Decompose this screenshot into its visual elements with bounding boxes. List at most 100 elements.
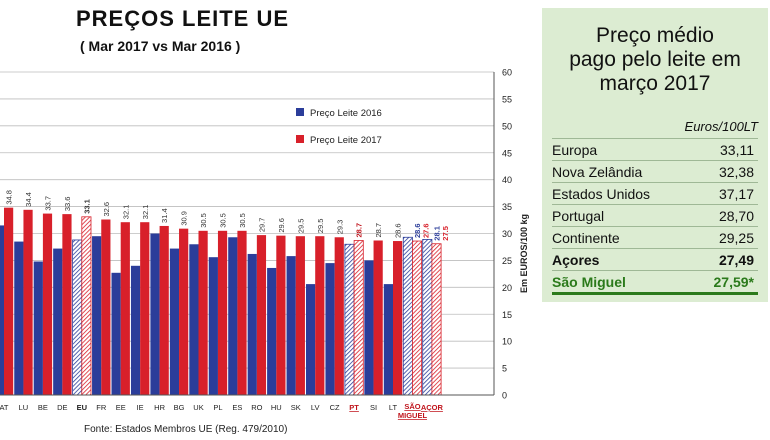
bar-2017 <box>140 222 150 395</box>
legend-swatch <box>296 108 304 116</box>
table-row: Nova Zelândia 32,38 <box>552 160 758 183</box>
chart-title: PREÇOS LEITE UE <box>76 6 290 31</box>
bar-2017 <box>159 225 169 395</box>
x-tick-label: PL <box>213 403 222 412</box>
y-tick-label: 20 <box>502 283 512 293</box>
legend-label: Preço Leite 2016 <box>310 108 382 119</box>
bar-value-label: 29.7 <box>257 218 266 233</box>
y-tick-label: 15 <box>502 310 512 320</box>
row-label: Estados Unidos <box>552 182 694 205</box>
bar-value-label: 30.5 <box>238 213 247 228</box>
bar-2016 <box>306 284 316 395</box>
bar-value-label: 30.5 <box>199 213 208 228</box>
x-tick-label: RO <box>251 403 262 412</box>
bar-value-label: 34.8 <box>5 190 14 205</box>
bar-2017 <box>295 236 305 395</box>
row-label: Açores <box>552 248 694 271</box>
bar-2017 <box>334 237 344 395</box>
bar-2016 <box>33 261 43 395</box>
bar-2016 <box>267 267 277 395</box>
bar-2016 <box>383 284 393 395</box>
row-value: 33,11 <box>693 138 758 161</box>
x-tick-label: AT <box>0 403 9 412</box>
bar-2017 <box>81 216 92 396</box>
bar-2017 <box>4 207 14 395</box>
bar-extra-label: 27.6 <box>422 223 431 238</box>
bar-2016 <box>228 237 238 395</box>
row-value: 28,70 <box>693 204 758 227</box>
table-row: Açores 27,49 <box>552 248 758 271</box>
y-tick-label: 10 <box>502 337 512 347</box>
panel-title-line: pago pelo leite em <box>569 48 741 71</box>
row-label: Europa <box>552 138 694 161</box>
x-tick-label: IE <box>137 403 144 412</box>
bar-value-label: 33.6 <box>63 197 72 212</box>
bar-2017 <box>353 240 364 396</box>
bar-2016 <box>402 236 413 396</box>
bar-value-label: 32.1 <box>121 205 130 220</box>
y-tick-label: 30 <box>502 229 512 239</box>
bar-2017 <box>179 228 189 395</box>
x-tick-label: HR <box>154 403 165 412</box>
x-tick-label: AÇOR <box>421 403 444 412</box>
bar-2016 <box>286 256 296 395</box>
row-value: 32,38 <box>693 160 758 183</box>
y-tick-label: 25 <box>502 256 512 266</box>
table-row: São Miguel 27,59* <box>552 270 758 295</box>
x-tick-label: CZ <box>330 403 340 412</box>
y-tick-label: 55 <box>502 94 512 104</box>
panel-title-line: Preço médio <box>596 24 714 47</box>
y-tick-label: 60 <box>502 68 512 78</box>
bar-value-label: 33.7 <box>44 196 53 211</box>
bar-value-label: 30.5 <box>219 213 228 228</box>
bar-value-label: 29.3 <box>335 220 344 235</box>
x-tick-label: SI <box>370 403 377 412</box>
bar-2017 <box>237 230 247 395</box>
bar-2017 <box>315 236 325 395</box>
x-tick-label: SÃO <box>404 402 420 411</box>
bar-2016 <box>130 265 141 395</box>
table-row: Continente 29,25 <box>552 226 758 249</box>
x-tick-label: BE <box>38 403 48 412</box>
bar-2016 <box>111 272 121 395</box>
x-tick-label: DE <box>57 403 67 412</box>
row-value: 37,17 <box>693 182 758 205</box>
bar-2017 <box>42 213 53 395</box>
bar-2016 <box>325 263 335 395</box>
row-value: 29,25 <box>693 226 758 249</box>
bar-2017 <box>393 241 403 395</box>
bar-chart: AT 34.8 LU 34.4 BE 33.7 DE 33.6 EU 33.1 FR 32.6 EE 32… <box>0 68 529 420</box>
bar-2016 <box>189 244 199 395</box>
x-tick-label: ES <box>232 403 242 412</box>
table-row: Europa 33,11 <box>552 138 758 161</box>
bar-2017 <box>23 209 33 395</box>
table-row: Estados Unidos 37,17 <box>552 182 758 205</box>
row-value: 27,59* <box>693 270 758 295</box>
bar-value-label: 32.6 <box>102 202 111 217</box>
bar-value-label: 28.6 <box>413 223 422 238</box>
bar-2016 <box>150 233 160 395</box>
x-tick-label: EE <box>116 403 126 412</box>
bar-2017 <box>62 214 72 395</box>
y-tick-label: 35 <box>502 202 512 212</box>
bar-2017 <box>431 243 442 396</box>
x-tick-label: LU <box>19 403 29 412</box>
row-label: Continente <box>552 226 694 249</box>
price-table: Europa 33,11 Nova Zelândia 32,38 Estados U… <box>552 138 758 295</box>
panel-title-line: março 2017 <box>599 72 711 95</box>
chart-source: Fonte: Estados Membros UE (Reg. 479/2010… <box>84 424 288 435</box>
bar-2016 <box>247 253 257 395</box>
bar-value-label: 28.1 <box>433 226 442 241</box>
bar-value-label: 28.7 <box>355 223 364 238</box>
y-tick-label: 0 <box>502 391 507 401</box>
row-label: Nova Zelândia <box>552 160 694 183</box>
x-tick-label: SK <box>291 403 301 412</box>
bar-value-label: 29.5 <box>296 219 305 234</box>
bar-2017 <box>373 240 383 395</box>
x-tick-label: LT <box>389 403 398 412</box>
x-tick-label: PT <box>349 403 359 412</box>
bar-value-label: 28.7 <box>374 223 383 238</box>
bar-value-label: 29.5 <box>316 219 325 234</box>
bar-value-label: 34.4 <box>24 192 33 207</box>
bar-2017 <box>217 230 228 395</box>
